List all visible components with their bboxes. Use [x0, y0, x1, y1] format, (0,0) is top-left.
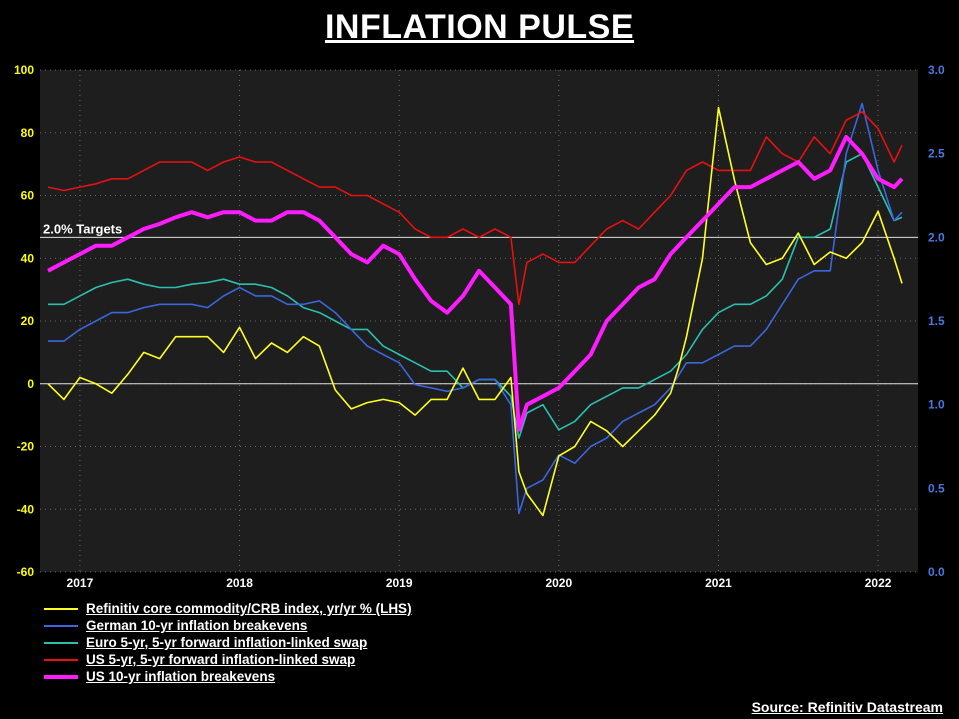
right-tick-label: 2.0 — [928, 230, 945, 244]
legend-label: Euro 5-yr, 5-yr forward inflation-linked… — [86, 635, 368, 650]
chart-title: INFLATION PULSE — [324, 8, 635, 46]
series-line-4 — [47, 111, 903, 306]
series-line-1 — [47, 106, 903, 517]
right-tick-label: 1.5 — [928, 314, 945, 328]
x-tick-label: 2021 — [705, 576, 732, 590]
series-line-5 — [47, 134, 904, 432]
x-tick-label: 2018 — [226, 576, 253, 590]
right-tick-label: 1.0 — [928, 398, 945, 412]
left-tick-label: -20 — [17, 440, 35, 454]
left-tick-label: 40 — [21, 251, 35, 265]
left-tick-label: 20 — [21, 314, 35, 328]
left-tick-label: 100 — [14, 63, 34, 77]
series-line-2 — [48, 102, 903, 515]
right-tick-label: 0.0 — [928, 565, 945, 579]
right-tick-label: 3.0 — [928, 63, 945, 77]
series-layer — [47, 102, 904, 517]
left-tick-label: -60 — [17, 565, 35, 579]
x-tick-label: 2017 — [67, 576, 94, 590]
left-tick-label: 0 — [27, 377, 34, 391]
reference-line-label: 2.0% Targets — [43, 221, 122, 236]
legend-swatch — [44, 641, 78, 644]
left-tick-label: 60 — [21, 189, 35, 203]
legend-label: German 10-yr inflation breakevens — [86, 618, 308, 633]
legend-item: Refinitiv core commodity/CRB index, yr/y… — [44, 600, 412, 617]
right-tick-label: 2.5 — [928, 147, 945, 161]
legend-swatch — [44, 624, 78, 627]
legend-item: US 5-yr, 5-yr forward inflation-linked s… — [44, 651, 412, 668]
source-note: Source: Refinitiv Datastream — [751, 699, 943, 715]
legend-item: Euro 5-yr, 5-yr forward inflation-linked… — [44, 634, 412, 651]
x-tick-label: 2022 — [865, 576, 892, 590]
right-tick-label: 0.5 — [928, 481, 945, 495]
x-tick-label: 2020 — [545, 576, 572, 590]
legend-label: US 10-yr inflation breakevens — [86, 669, 276, 684]
x-axis: 2017 2018 2019 2020 2021 2022 — [67, 576, 892, 590]
left-tick-label: 80 — [21, 126, 35, 140]
legend-item: German 10-yr inflation breakevens — [44, 617, 412, 634]
plot-area — [40, 70, 918, 572]
right-axis: 3.0 2.5 2.0 1.5 1.0 0.5 0.0 — [928, 63, 945, 579]
left-tick-label: -40 — [17, 502, 35, 516]
legend-label: Refinitiv core commodity/CRB index, yr/y… — [86, 601, 412, 616]
left-axis: 100 80 60 40 20 0 -20 -40 -60 — [14, 63, 34, 579]
legend-swatch — [44, 658, 78, 661]
legend: Refinitiv core commodity/CRB index, yr/y… — [44, 600, 412, 685]
grid-layer — [40, 69, 918, 573]
x-tick-label: 2019 — [386, 576, 413, 590]
legend-swatch — [44, 674, 78, 679]
legend-item: US 10-yr inflation breakevens — [44, 668, 412, 685]
legend-swatch — [44, 607, 78, 610]
legend-label: US 5-yr, 5-yr forward inflation-linked s… — [86, 652, 356, 667]
